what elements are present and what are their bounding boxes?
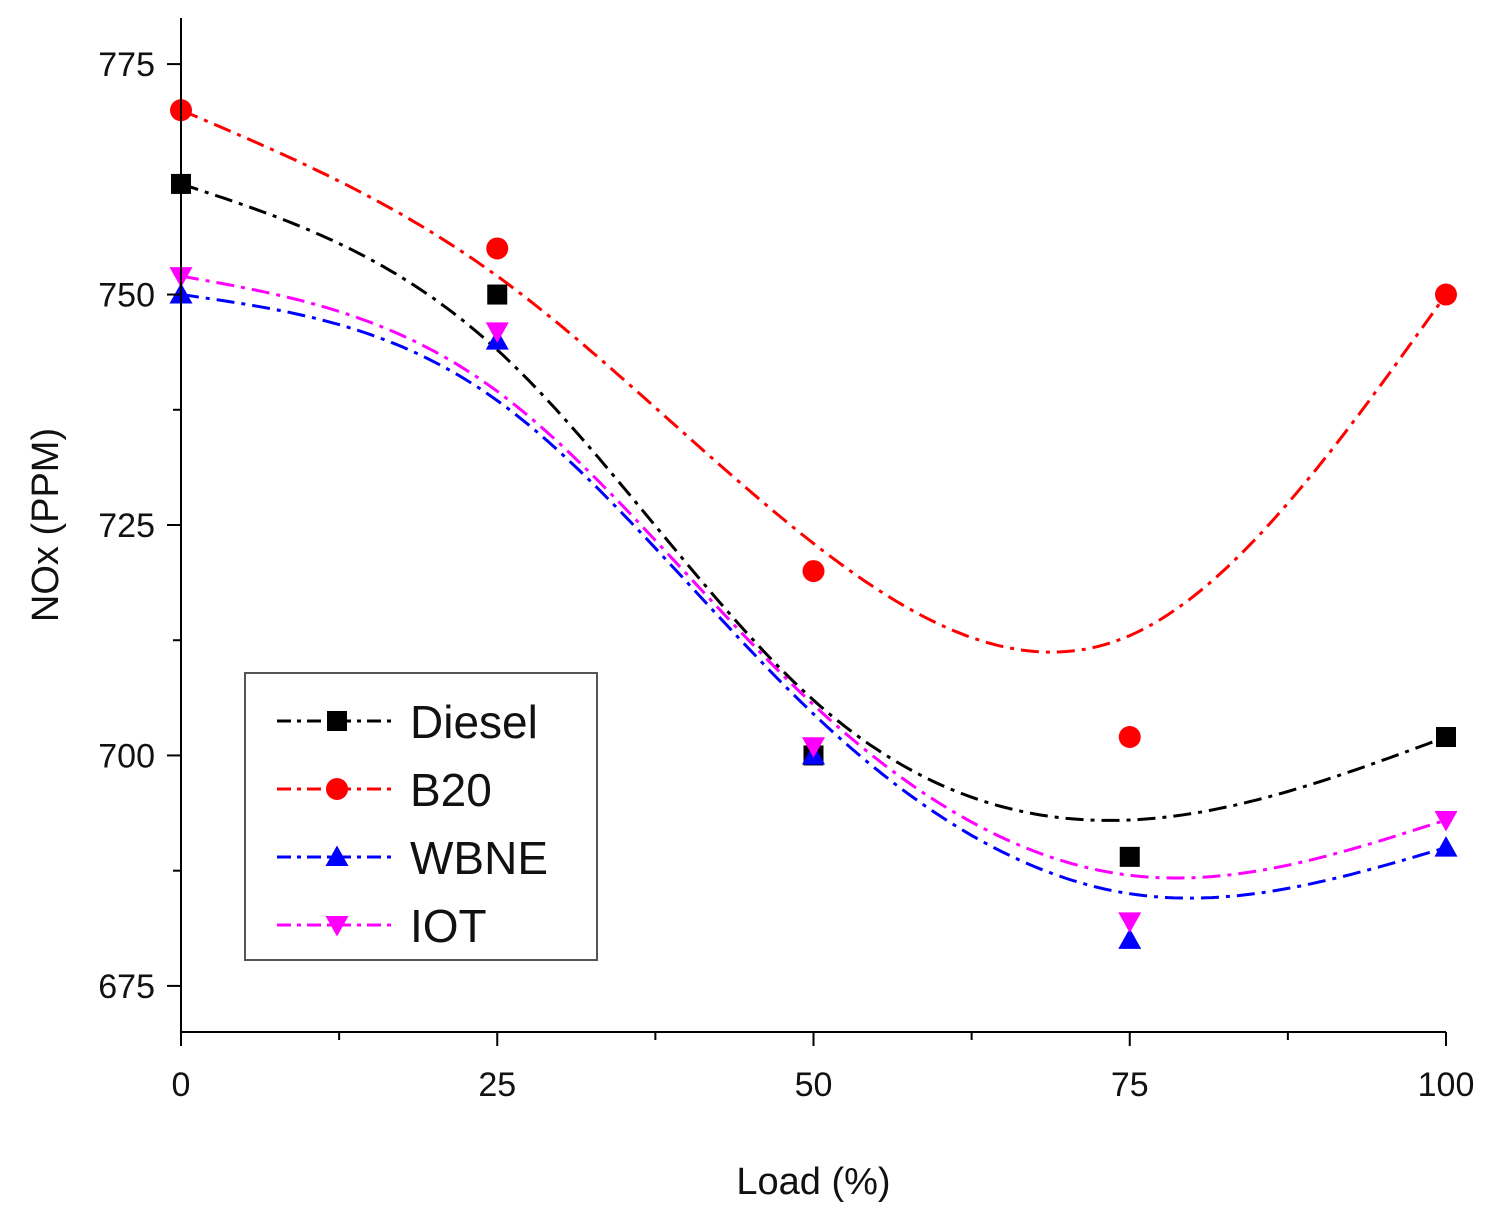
x-tick-label: 0 (172, 1066, 191, 1104)
data-point-iot (1434, 810, 1458, 832)
legend-label-iot: IOT (410, 900, 487, 952)
fit-curve-wbne (180, 293, 1447, 900)
data-point-iot (485, 322, 509, 343)
legend: Diesel B20 WBNE IOT (244, 672, 598, 961)
legend-label-diesel: Diesel (410, 696, 538, 748)
y-tick-label: 775 (98, 46, 155, 84)
data-point-wbne (1434, 836, 1458, 857)
data-point-b20 (802, 560, 825, 583)
fit-curve-diesel (180, 182, 1447, 822)
data-point-iot (1118, 912, 1142, 933)
y-tick-label: 675 (98, 968, 155, 1006)
x-tick-label: 75 (1111, 1066, 1149, 1104)
data-point-iot (802, 737, 825, 758)
fit-curve-iot (180, 274, 1447, 880)
y-axis-title: NOx (PPM) (25, 428, 67, 622)
data-point-b20 (1435, 283, 1457, 306)
y-tick-label: 725 (98, 507, 155, 545)
legend-marker-diesel (327, 711, 347, 731)
y-tick-label: 700 (98, 737, 155, 775)
data-markers (169, 99, 1458, 949)
legend-label-b20: B20 (410, 764, 492, 816)
legend-marker-b20 (326, 778, 348, 800)
x-tick-label: 50 (795, 1066, 833, 1104)
data-point-diesel (1119, 846, 1140, 867)
data-point-b20 (486, 237, 509, 260)
axes: 0 25 50 75 100 675 700 725 750 775 Load (%) NOx (PP… (25, 18, 1474, 1203)
legend-box (244, 672, 598, 961)
data-point-diesel (1436, 727, 1456, 748)
fit-curves (180, 108, 1448, 900)
x-tick-label: 100 (1418, 1066, 1475, 1104)
legend-marker-wbne (325, 845, 349, 866)
legend-label-wbne: WBNE (410, 832, 548, 884)
x-axis-title: Load (%) (736, 1161, 890, 1203)
data-point-diesel (487, 284, 508, 305)
fit-curve-b20 (180, 108, 1448, 654)
legend-marker-iot (325, 916, 349, 937)
y-tick-label: 750 (98, 277, 155, 315)
data-point-b20 (1118, 726, 1141, 749)
x-tick-label: 25 (478, 1066, 516, 1104)
data-point-wbne (1118, 928, 1142, 949)
